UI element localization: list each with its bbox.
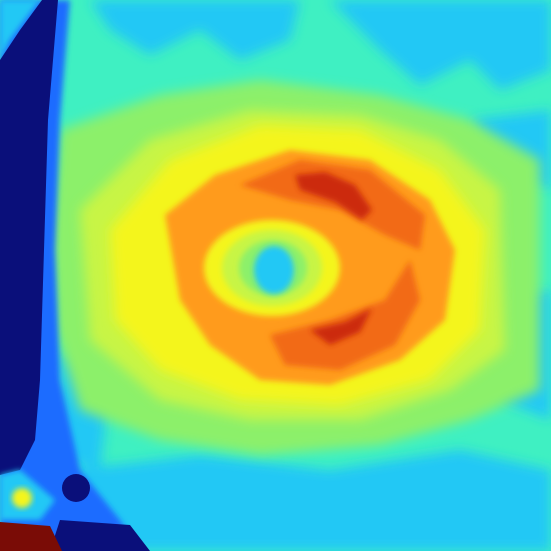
red-streaks	[295, 172, 372, 345]
cyan-patch	[330, 0, 551, 90]
dark-red-corner	[0, 522, 62, 551]
deep-blue-bottom	[50, 520, 150, 551]
left-edge-band	[0, 0, 150, 551]
dark-orange-arm-upper	[240, 160, 425, 250]
red-streak-upper	[295, 172, 372, 220]
central-eye	[204, 220, 340, 316]
spiral-arms	[240, 160, 425, 370]
red-streak-lower	[310, 308, 372, 345]
cyan-patch	[90, 0, 300, 60]
dark-orange-arm-lower	[270, 260, 420, 370]
dark-blue-spot	[62, 474, 90, 502]
cyan-patch	[60, 450, 551, 551]
yellow-spot	[12, 488, 32, 508]
eye-core	[254, 246, 294, 294]
deep-blue-edge	[0, 0, 58, 475]
cyan-edge	[0, 0, 40, 60]
